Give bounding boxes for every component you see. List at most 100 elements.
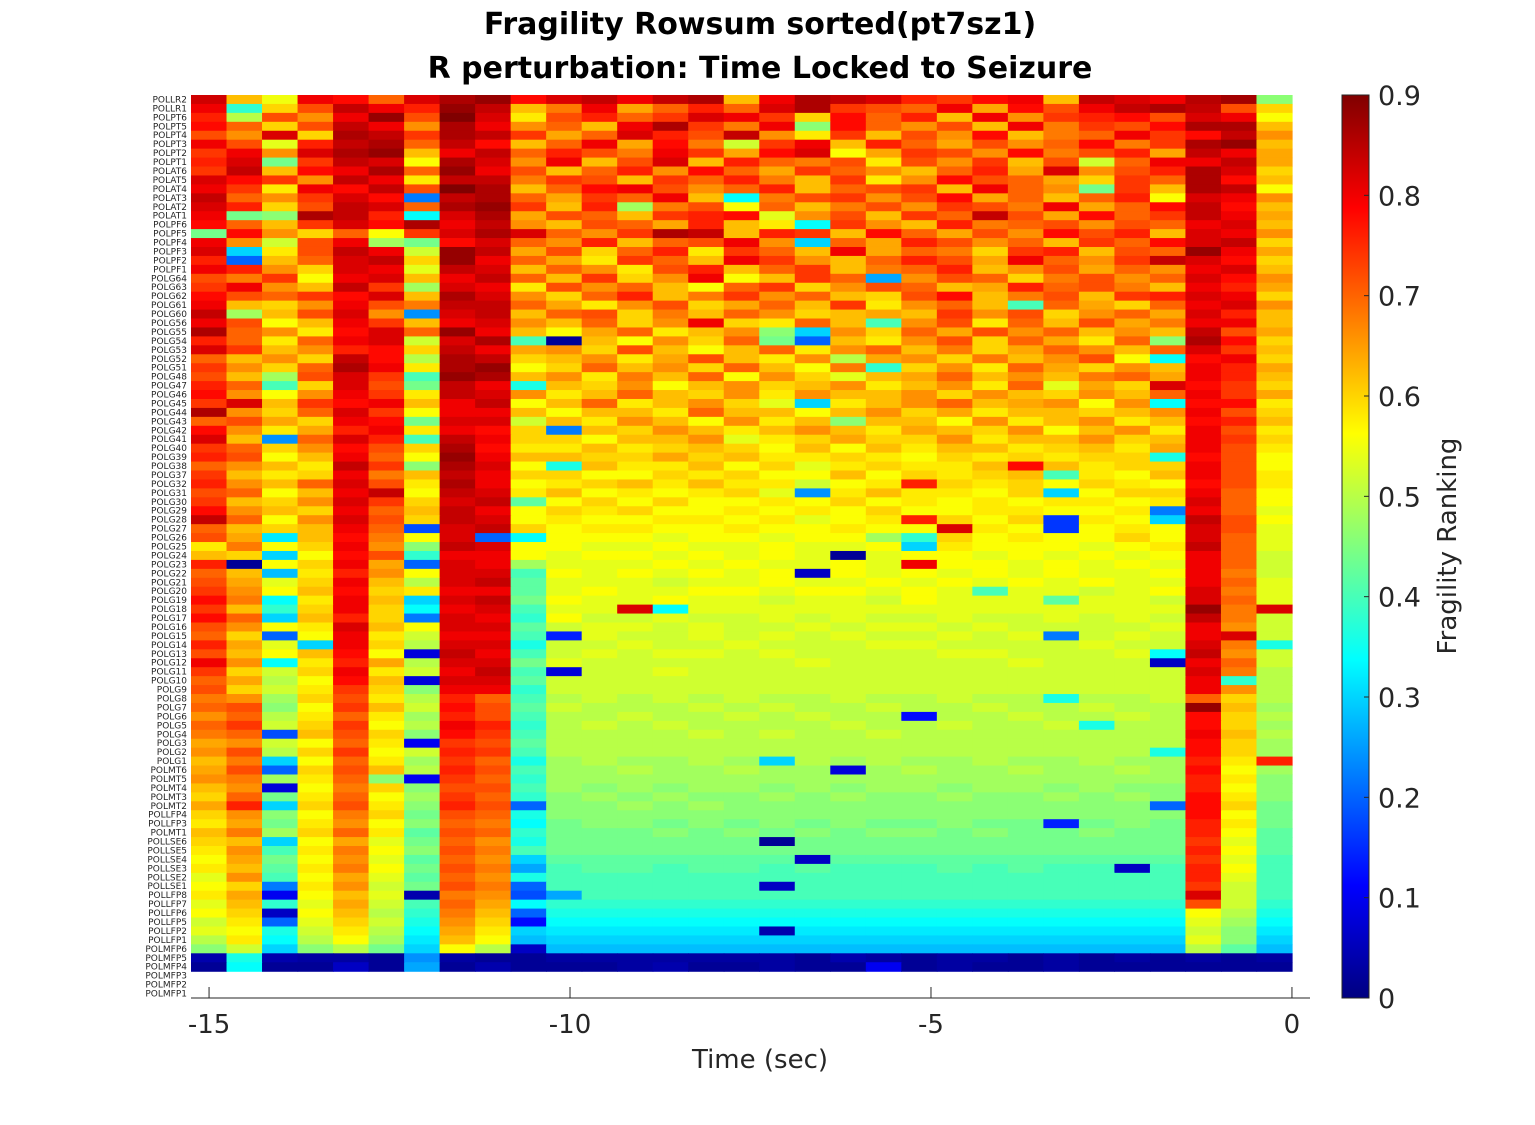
heatmap-cell — [901, 953, 938, 963]
channel-label: POLG24 — [151, 551, 187, 561]
heatmap-cell — [297, 390, 334, 400]
heatmap-cell — [936, 166, 973, 177]
heatmap-cell — [865, 381, 902, 391]
heatmap-cell — [865, 95, 902, 105]
channel-label: POLPF3 — [153, 247, 187, 257]
heatmap-cell — [652, 559, 689, 570]
heatmap-cell — [475, 595, 512, 606]
heatmap-cell — [546, 586, 583, 597]
heatmap-cell — [1043, 962, 1080, 972]
heatmap-cell — [439, 238, 476, 248]
heatmap-cell — [936, 854, 973, 865]
heatmap-cell — [333, 586, 370, 597]
heatmap-cell — [1007, 112, 1044, 123]
heatmap-cell — [1078, 524, 1116, 534]
heatmap-cell — [936, 926, 973, 937]
heatmap-cell — [901, 166, 938, 177]
heatmap-cell — [1114, 837, 1151, 847]
heatmap-cell — [1114, 291, 1151, 302]
heatmap-cell — [333, 819, 370, 829]
heatmap-cell — [1114, 738, 1151, 749]
heatmap-cell — [191, 398, 228, 409]
heatmap-cell — [546, 631, 583, 641]
heatmap-cell — [581, 443, 618, 454]
heatmap-cell — [617, 318, 654, 329]
heatmap-cell — [1043, 658, 1080, 668]
heatmap-cell — [972, 917, 1009, 928]
heatmap-cell — [936, 121, 973, 132]
heatmap-cell — [1220, 801, 1258, 811]
heatmap-cell — [1220, 586, 1258, 597]
heatmap-cell — [475, 148, 512, 159]
heatmap-cell — [688, 550, 725, 561]
heatmap-cell — [901, 157, 938, 168]
heatmap-cell — [226, 300, 263, 311]
heatmap-cell — [226, 193, 263, 203]
heatmap-cell — [688, 425, 725, 436]
heatmap-cell — [652, 962, 689, 972]
heatmap-cell — [368, 568, 405, 579]
heatmap-cell — [262, 148, 299, 159]
heatmap-cell — [617, 622, 654, 633]
heatmap-cell — [475, 193, 512, 203]
heatmap-cell — [1114, 497, 1151, 507]
heatmap-cell — [1078, 470, 1116, 481]
heatmap-cell — [546, 881, 583, 892]
heatmap-cell — [404, 622, 441, 633]
heatmap-cell — [333, 738, 370, 749]
heatmap-cell — [333, 416, 370, 427]
heatmap-cell — [226, 756, 263, 767]
heatmap-cell — [1114, 390, 1151, 400]
heatmap-cell — [1185, 443, 1222, 454]
heatmap-cell — [368, 238, 405, 248]
heatmap-cell — [936, 828, 973, 838]
heatmap-cell — [1185, 944, 1222, 954]
heatmap-cell — [262, 354, 299, 364]
heatmap-cell — [191, 524, 228, 534]
heatmap-cell — [830, 828, 867, 838]
heatmap-cell — [191, 533, 228, 543]
heatmap-cell — [546, 461, 583, 472]
heatmap-cell — [1256, 452, 1293, 463]
heatmap-cell — [1256, 819, 1293, 829]
heatmap-cell — [794, 747, 831, 758]
heatmap-cell — [1149, 282, 1187, 293]
heatmap-cell — [1220, 854, 1258, 865]
heatmap-cell — [1220, 595, 1258, 606]
heatmap-cell — [1185, 935, 1222, 945]
heatmap-cell — [1185, 95, 1222, 105]
heatmap-cell — [297, 702, 334, 713]
heatmap-cell — [652, 872, 689, 883]
heatmap-cell — [297, 935, 334, 945]
heatmap-cell — [1149, 676, 1187, 686]
heatmap-cell — [865, 685, 902, 695]
heatmap-cell — [617, 309, 654, 320]
heatmap-cell — [1149, 917, 1187, 928]
channel-label: POLMFP2 — [145, 981, 187, 991]
heatmap-cell — [1114, 676, 1151, 686]
heatmap-cell — [1007, 676, 1044, 686]
heatmap-cell — [226, 220, 263, 230]
heatmap-cell — [368, 390, 405, 400]
heatmap-cell — [333, 944, 370, 954]
heatmap-cell — [1043, 568, 1080, 579]
heatmap-cell — [1149, 595, 1187, 606]
heatmap-cell — [830, 604, 867, 615]
heatmap-cell — [546, 363, 583, 373]
heatmap-cell — [1185, 506, 1222, 516]
heatmap-cell — [1185, 577, 1222, 588]
heatmap-cell — [262, 881, 299, 892]
heatmap-cell — [333, 461, 370, 472]
heatmap-cell — [1256, 157, 1293, 168]
heatmap-cell — [581, 694, 618, 704]
heatmap-cell — [1007, 273, 1044, 284]
heatmap-cell — [1114, 604, 1151, 615]
heatmap-cell — [546, 479, 583, 489]
heatmap-cell — [759, 640, 796, 650]
heatmap-cell — [794, 345, 831, 355]
heatmap-cell — [972, 506, 1009, 516]
heatmap-cell — [1007, 461, 1044, 472]
heatmap-cell — [759, 819, 796, 829]
heatmap-cell — [865, 238, 902, 248]
heatmap-cell — [1078, 130, 1116, 141]
